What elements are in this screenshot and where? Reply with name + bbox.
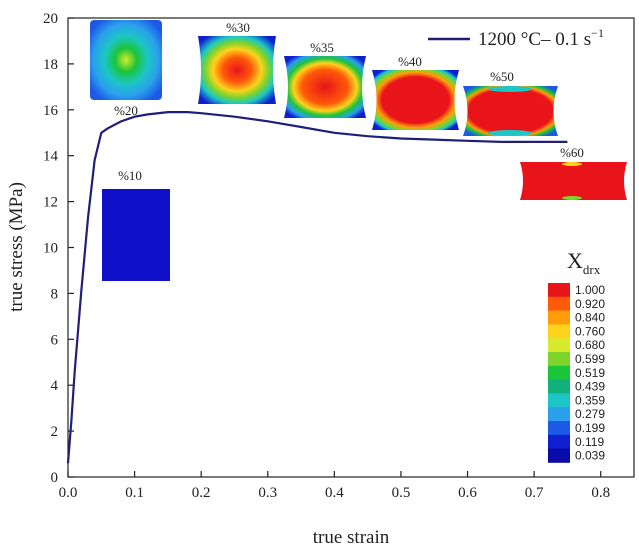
y-tick-label: 8 [51, 286, 59, 302]
colorbar-swatch [548, 283, 570, 298]
colorbar-tick-label: 0.519 [575, 366, 605, 380]
y-tick-label: 6 [51, 332, 59, 348]
colorbar-tick-label: 1.000 [575, 283, 605, 297]
inset-10: %10 [102, 168, 170, 281]
y-tick-label: 16 [43, 103, 59, 119]
inset-label-20: %20 [114, 103, 138, 118]
y-axis-label: true stress (MPa) [6, 182, 27, 312]
colorbar-swatch [548, 379, 570, 394]
y-tick-label: 2 [51, 424, 59, 440]
colorbar-tick-label: 0.199 [575, 421, 605, 435]
y-tick-label: 4 [51, 378, 59, 394]
inset-label-50: %50 [490, 69, 514, 84]
x-axis-label: true strain [313, 527, 390, 548]
inset-50: %50 [463, 69, 558, 136]
colorbar-swatch [548, 310, 570, 325]
x-tick-label: 0.7 [525, 485, 544, 501]
inset-label-30: %30 [226, 20, 250, 35]
colorbar: Xdrx 1.0000.9200.8400.7600.6800.5990.519… [548, 248, 605, 463]
colorbar-tick-label: 0.599 [575, 352, 605, 366]
x-tick-label: 0.5 [392, 485, 411, 501]
colorbar-swatches [548, 283, 570, 463]
colorbar-tick-label: 0.359 [575, 393, 605, 407]
y-tick-label: 14 [43, 149, 59, 165]
colorbar-tick-label: 0.279 [575, 407, 605, 421]
colorbar-tick-label: 0.439 [575, 380, 605, 394]
colorbar-labels: 1.0000.9200.8400.7600.6800.5990.5190.439… [575, 283, 605, 463]
inset-initial [90, 20, 162, 100]
x-tick-label: 0.1 [125, 485, 144, 501]
colorbar-swatch [548, 338, 570, 353]
inset-60: %60 [520, 145, 627, 200]
x-tick-label: 0.6 [458, 485, 477, 501]
colorbar-swatch [548, 393, 570, 408]
colorbar-tick-label: 0.760 [575, 324, 605, 338]
legend-entry-1200C: 1200 °C– 0.1 s−1 [478, 26, 604, 50]
colorbar-tick-label: 0.119 [575, 435, 604, 449]
colorbar-swatch [548, 352, 570, 367]
colorbar-swatch [548, 407, 570, 422]
x-tick-label: 0.2 [192, 485, 211, 501]
colorbar-swatch [548, 448, 570, 463]
x-axis-ticks: 0.0 0.1 0.2 0.3 0.4 0.5 0.6 0.7 0.8 [59, 471, 610, 501]
colorbar-swatch [548, 324, 570, 339]
colorbar-tick-label: 0.680 [575, 338, 605, 352]
inset-label-60: %60 [560, 145, 584, 160]
colorbar-swatch [548, 365, 570, 380]
y-axis-ticks: 0 2 4 6 8 10 12 14 16 18 20 [43, 11, 74, 486]
colorbar-tick-label: 0.840 [575, 311, 605, 325]
x-tick-label: 0.8 [591, 485, 610, 501]
colorbar-swatch [548, 434, 570, 449]
colorbar-swatch [548, 296, 570, 311]
inset-label-40: %40 [398, 54, 422, 69]
y-tick-label: 18 [43, 57, 58, 73]
y-tick-label: 12 [43, 195, 58, 211]
colorbar-tick-label: 0.920 [575, 297, 605, 311]
colorbar-tick-label: 0.039 [575, 449, 605, 463]
legend: 1200 °C– 0.1 s−1 [428, 26, 604, 50]
y-tick-label: 20 [43, 11, 58, 27]
y-tick-label: 10 [43, 241, 58, 257]
inset-20: %20 [114, 103, 138, 118]
x-tick-label: 0.3 [258, 485, 277, 501]
y-tick-label: 0 [51, 470, 59, 486]
colorbar-swatch [548, 421, 570, 436]
plot-area: 0.0 0.1 0.2 0.3 0.4 0.5 0.6 0.7 0.8 0 2 4 6 8 10 12 14 1… [43, 11, 635, 501]
inset-30: %30 [198, 20, 276, 104]
x-tick-label: 0.4 [325, 485, 344, 501]
inset-40: %40 [372, 54, 459, 130]
series-line-1200C [66, 110, 568, 464]
inset-label-35: %35 [310, 40, 334, 55]
x-tick-label: 0.0 [59, 485, 78, 501]
colorbar-title: Xdrx [567, 248, 601, 277]
inset-label-10: %10 [118, 168, 142, 183]
inset-35: %35 [284, 40, 366, 118]
